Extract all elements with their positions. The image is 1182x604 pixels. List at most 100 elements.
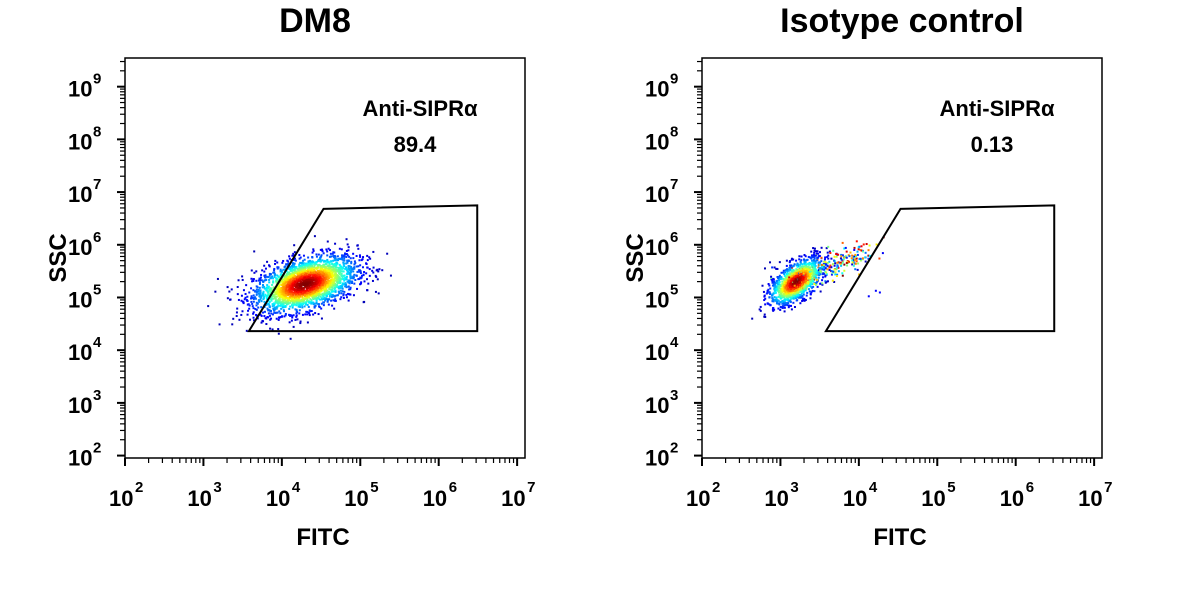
y-tick-exponent: 8 — [670, 123, 678, 140]
event-dot — [341, 282, 344, 285]
event-dot — [238, 318, 241, 321]
event-dot — [819, 267, 822, 270]
event-dot — [307, 260, 310, 263]
event-dot — [340, 272, 343, 275]
event-dot — [796, 290, 799, 293]
event-dot — [336, 274, 339, 277]
event-dot — [797, 278, 800, 281]
event-dot — [316, 264, 319, 267]
event-dot — [276, 267, 279, 270]
event-dot — [376, 278, 379, 281]
event-dot — [295, 267, 298, 270]
event-dot — [280, 269, 283, 272]
event-dot — [855, 257, 858, 260]
event-dot — [771, 280, 774, 283]
event-dot — [299, 293, 302, 296]
event-dot — [292, 276, 295, 279]
event-dot — [230, 288, 233, 291]
event-dot — [339, 282, 342, 285]
event-dot — [786, 294, 789, 297]
event-dot — [816, 250, 819, 253]
event-dot — [792, 270, 795, 273]
event-dot — [311, 281, 314, 284]
event-dot — [793, 272, 796, 275]
event-dot — [289, 293, 292, 296]
event-dot — [856, 253, 859, 256]
event-dot — [263, 287, 266, 290]
event-dot — [781, 282, 784, 285]
event-dot — [329, 252, 332, 255]
event-dot — [363, 300, 366, 303]
event-dot — [273, 271, 276, 274]
event-dot — [779, 295, 782, 298]
event-dot — [274, 307, 277, 310]
event-dot — [303, 275, 306, 278]
event-dot — [279, 287, 282, 290]
event-dot — [298, 292, 301, 295]
event-dot — [824, 281, 827, 284]
event-dot — [304, 285, 307, 288]
event-dot — [344, 278, 347, 281]
event-dot — [771, 293, 774, 296]
event-dot — [306, 310, 309, 313]
event-dot — [319, 259, 322, 262]
event-dot — [292, 300, 295, 303]
event-dot — [282, 310, 285, 313]
event-dot — [784, 276, 787, 279]
event-dot — [812, 253, 815, 256]
event-dot — [281, 290, 284, 293]
event-dot — [246, 295, 249, 298]
event-dot — [258, 286, 261, 289]
event-dot — [259, 290, 262, 293]
y-tick-label: 10 — [645, 287, 669, 312]
event-dot — [345, 256, 348, 259]
event-dot — [269, 289, 272, 292]
event-dot — [284, 298, 287, 301]
gate-value: 0.13 — [971, 132, 1014, 157]
event-dot — [346, 272, 349, 275]
event-dot — [779, 308, 782, 311]
event-dot — [275, 281, 278, 284]
event-dot — [250, 295, 253, 298]
event-dot — [282, 299, 285, 302]
plot-title: DM8 — [279, 2, 351, 40]
event-dot — [321, 275, 324, 278]
y-tick-exponent: 4 — [670, 334, 679, 351]
event-dot — [343, 265, 346, 268]
event-dot — [292, 314, 295, 317]
event-dot — [798, 270, 801, 273]
event-dot — [839, 263, 842, 266]
event-dot — [295, 312, 298, 315]
event-dot — [824, 261, 827, 264]
event-dot — [771, 281, 774, 284]
event-dot — [813, 251, 816, 254]
event-dot — [264, 293, 267, 296]
y-tick-label: 10 — [645, 393, 669, 418]
event-dot — [764, 297, 767, 300]
x-tick-label: 10 — [423, 486, 447, 511]
event-dot — [837, 253, 840, 256]
event-dot — [288, 307, 291, 310]
event-dot — [304, 267, 307, 270]
event-dot — [792, 264, 795, 267]
event-dot — [801, 299, 804, 302]
event-dot — [273, 269, 276, 272]
event-dot — [780, 277, 783, 280]
gate-polygon — [824, 204, 1056, 333]
event-dot — [774, 285, 777, 288]
event-dot — [282, 301, 285, 304]
event-dot — [307, 274, 310, 277]
event-dot — [279, 316, 282, 319]
event-dot — [837, 266, 840, 269]
event-dot — [262, 285, 265, 288]
event-dot — [312, 301, 315, 304]
event-dot — [827, 265, 830, 268]
event-dot — [291, 274, 294, 277]
event-dot — [313, 302, 316, 305]
event-dot — [830, 257, 833, 260]
event-dot — [343, 259, 346, 262]
event-dot — [326, 299, 329, 302]
event-dot — [319, 289, 322, 292]
event-dot — [324, 283, 327, 286]
event-dot — [319, 293, 322, 296]
